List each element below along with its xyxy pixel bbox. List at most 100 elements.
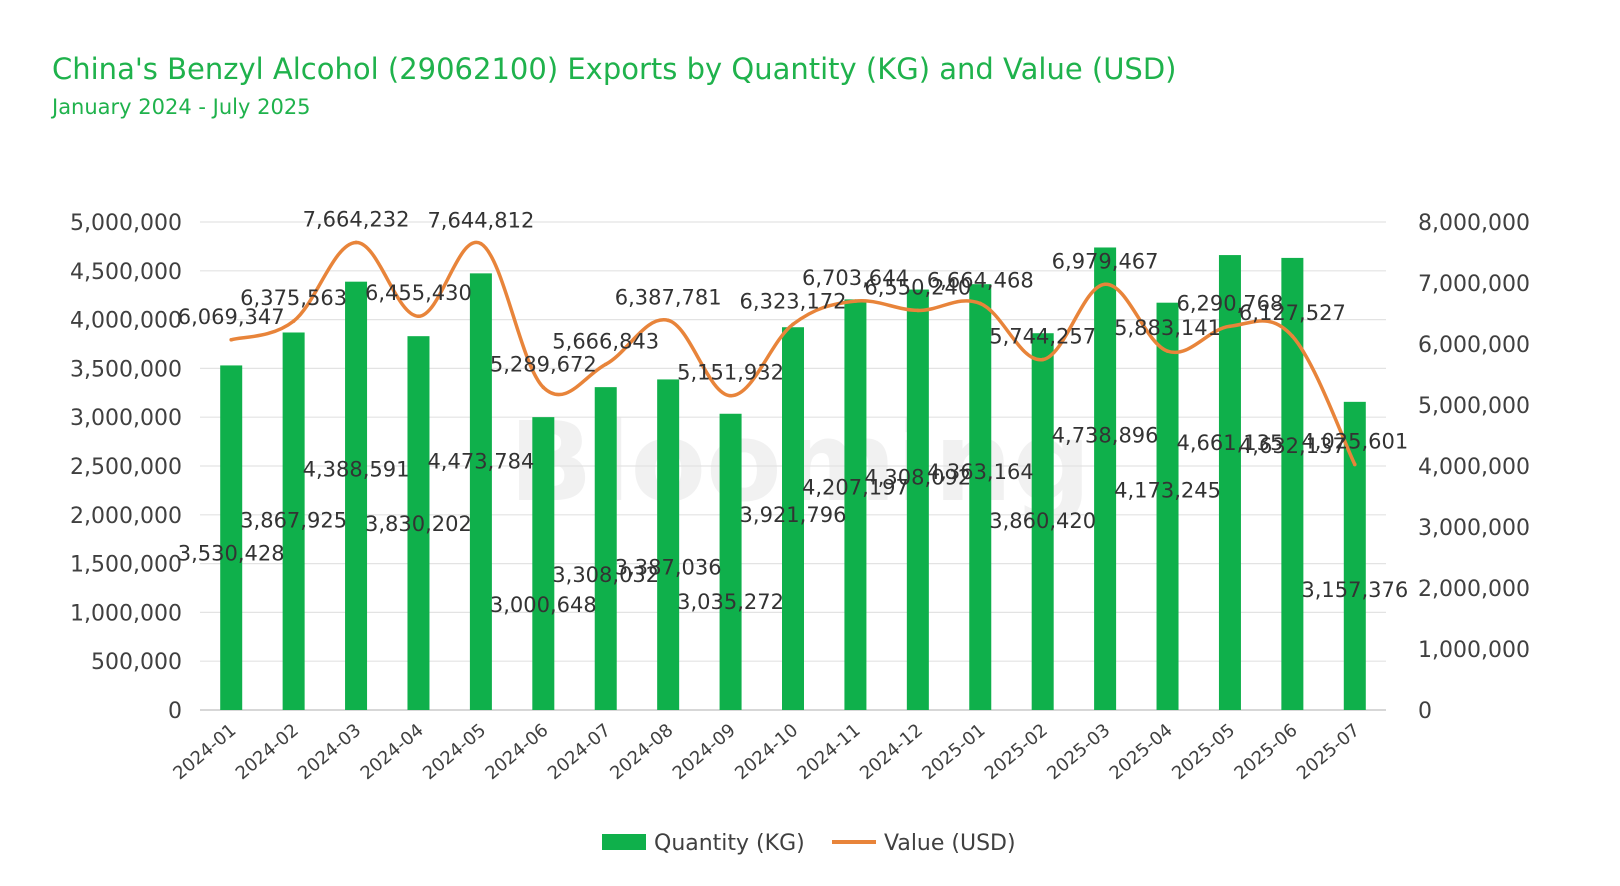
line-point-value-usd (1290, 334, 1295, 339)
bar-quantity (469, 273, 492, 710)
bar-data-label: 3,000,648 (490, 593, 597, 617)
legend-label-value: Value (USD) (884, 831, 1016, 856)
y-right-tick-label: 5,000,000 (1418, 394, 1530, 419)
y-right-tick-label: 2,000,000 (1418, 577, 1530, 602)
y-left-tick-label: 2,500,000 (70, 455, 182, 480)
y-right-tick-label: 6,000,000 (1418, 333, 1530, 358)
line-data-label: 7,644,812 (427, 209, 534, 233)
bar-quantity (844, 299, 867, 710)
y-left-tick-label: 5,000,000 (70, 211, 182, 236)
bar-data-label: 3,035,272 (677, 590, 784, 614)
x-tick-label: 2025-05 (1168, 720, 1239, 784)
line-point-value-usd (479, 241, 483, 246)
line-point-value-usd (1103, 282, 1107, 287)
y-right-tick-label: 1,000,000 (1418, 638, 1530, 663)
bar-data-label: 3,921,796 (740, 503, 847, 527)
line-point-value-usd (229, 337, 234, 342)
line-data-label: 6,703,644 (802, 266, 909, 290)
line-data-label: 5,744,257 (989, 325, 1096, 349)
line-data-label: 5,883,141 (1114, 316, 1221, 340)
bar-data-label: 4,738,896 (1052, 423, 1159, 447)
y-left-tick-label: 4,500,000 (70, 260, 182, 285)
x-tick-label: 2024-08 (606, 720, 677, 784)
x-tick-label: 2024-07 (544, 720, 615, 784)
y-right-tick-label: 7,000,000 (1418, 272, 1530, 297)
line-point-value-usd (541, 385, 546, 390)
x-tick-label: 2025-06 (1230, 720, 1301, 784)
x-tick-label: 2025-07 (1293, 720, 1364, 784)
bar-data-label: 4,308,092 (864, 466, 971, 490)
bar-data-label: 3,860,420 (989, 509, 1096, 533)
bar-quantity (532, 417, 555, 710)
x-tick-label: 2024-11 (794, 720, 865, 784)
y-left-tick-label: 500,000 (91, 650, 182, 675)
bar-quantity (1218, 255, 1241, 710)
x-tick-label: 2024-02 (232, 720, 303, 784)
line-point-value-usd (1165, 349, 1170, 353)
line-data-label: 6,375,563 (240, 286, 347, 310)
line-data-label: 6,387,781 (615, 285, 722, 309)
line-point-value-usd (728, 393, 733, 398)
bar-quantity (345, 281, 368, 710)
line-data-label: 6,323,172 (740, 289, 847, 313)
x-tick-label: 2024-06 (481, 720, 552, 784)
bar-quantity (1281, 257, 1304, 710)
legend-swatch-quantity (602, 834, 646, 850)
line-point-value-usd (791, 322, 795, 327)
x-tick-label: 2025-01 (918, 720, 989, 784)
y-right-tick-label: 8,000,000 (1418, 211, 1530, 236)
line-data-label: 4,025,601 (1301, 429, 1408, 453)
bar-data-label: 4,207,197 (802, 475, 909, 499)
x-tick-label: 2024-05 (419, 720, 490, 784)
x-tick-label: 2024-12 (856, 720, 927, 784)
y-right-tick-label: 0 (1418, 699, 1432, 724)
line-point-value-usd (916, 308, 920, 313)
y-right-tick-label: 3,000,000 (1418, 516, 1530, 541)
line-data-label: 6,664,468 (927, 268, 1034, 292)
line-point-value-usd (1228, 324, 1232, 329)
x-tick-label: 2024-09 (669, 720, 740, 784)
line-data-label: 6,069,347 (178, 305, 285, 329)
line-data-label: 6,979,467 (1052, 249, 1159, 273)
bar-data-label: 3,387,036 (615, 555, 722, 579)
line-point-value-usd (603, 362, 608, 367)
line-point-value-usd (853, 299, 858, 303)
bar-quantity (220, 365, 243, 710)
y-right-tick-label: 4,000,000 (1418, 455, 1530, 480)
bar-data-label: 3,530,428 (178, 541, 285, 565)
line-data-label: 5,289,672 (490, 352, 597, 376)
bar-quantity (1343, 401, 1366, 710)
line-point-value-usd (978, 301, 983, 306)
bar-data-label: 3,157,376 (1301, 578, 1408, 602)
bar-data-label: 3,867,925 (240, 508, 347, 532)
bar-data-label: 4,363,164 (927, 460, 1034, 484)
bar-quantity (969, 284, 992, 710)
bar-data-label: 3,830,202 (365, 512, 472, 536)
line-data-label: 6,455,430 (365, 281, 472, 305)
x-tick-label: 2024-04 (357, 720, 428, 784)
x-tick-label: 2024-03 (294, 720, 365, 784)
bar-data-label: 3,308,032 (552, 563, 659, 587)
bar-quantity (657, 379, 680, 710)
bar-data-label: 4,632,137 (1239, 434, 1346, 458)
line-point-value-usd (1352, 462, 1357, 467)
bar-data-label: 4,173,245 (1114, 479, 1221, 503)
y-left-tick-label: 1,500,000 (70, 553, 182, 578)
line-point-value-usd (416, 314, 421, 319)
x-tick-label: 2024-01 (169, 720, 240, 784)
line-point-value-usd (291, 319, 296, 323)
line-point-value-usd (354, 240, 358, 245)
bar-quantity (282, 332, 305, 710)
line-data-label: 6,127,527 (1239, 301, 1346, 325)
y-left-tick-label: 3,500,000 (70, 357, 182, 382)
line-data-label: 5,151,932 (677, 361, 784, 385)
bar-data-label: 4,473,784 (427, 449, 534, 473)
bar-quantity (594, 387, 617, 710)
x-tick-label: 2024-10 (731, 720, 802, 784)
y-left-tick-label: 1,000,000 (70, 601, 182, 626)
line-data-label: 7,664,232 (303, 207, 410, 231)
line-point-value-usd (666, 318, 670, 323)
bar-quantity (719, 413, 742, 710)
chart-subtitle: January 2024 - July 2025 (52, 95, 311, 119)
